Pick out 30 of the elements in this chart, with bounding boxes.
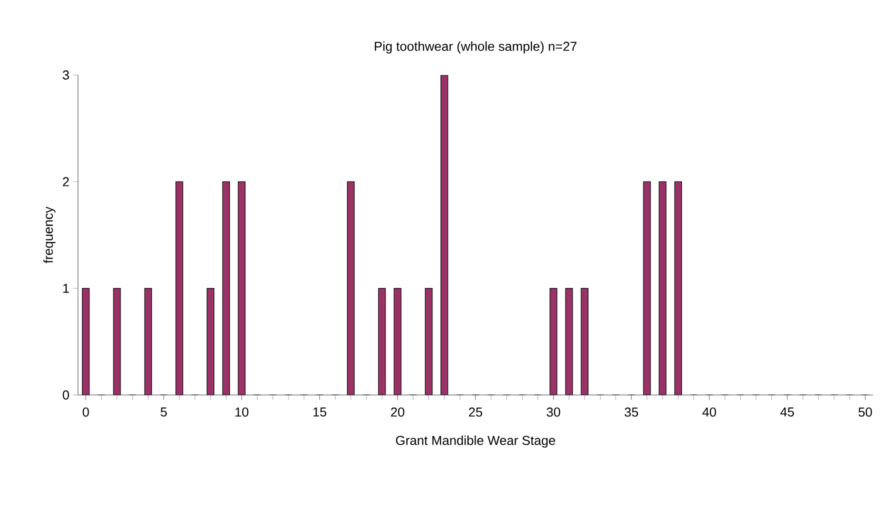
bar bbox=[238, 182, 246, 395]
x-tick-label: 15 bbox=[313, 408, 326, 417]
chart-title: Pig toothwear (whole sample) n=27 bbox=[374, 41, 576, 54]
bar bbox=[82, 288, 90, 395]
x-tick-label: 35 bbox=[624, 408, 638, 417]
bar bbox=[440, 74, 448, 395]
x-axis-title: Grant Mandible Wear Stage bbox=[396, 436, 556, 448]
x-tick-label: 0 bbox=[82, 408, 89, 417]
bar bbox=[674, 182, 682, 395]
x-tick-label: 30 bbox=[546, 408, 560, 417]
y-axis-title: frequency bbox=[43, 206, 56, 264]
x-tick-label: 20 bbox=[391, 408, 404, 417]
bar bbox=[581, 288, 588, 395]
y-tick-label: 0 bbox=[62, 390, 69, 400]
x-tick-label: 10 bbox=[235, 408, 248, 417]
x-tick-label: 45 bbox=[780, 408, 794, 417]
x-tick-label: 25 bbox=[468, 408, 482, 417]
bar bbox=[347, 182, 354, 395]
bar bbox=[425, 288, 432, 395]
bar bbox=[144, 288, 152, 395]
bar bbox=[659, 182, 666, 395]
x-tick-label: 40 bbox=[702, 408, 716, 417]
y-tick-label: 1 bbox=[63, 284, 69, 293]
bar bbox=[222, 182, 230, 395]
y-tick-label: 3 bbox=[62, 70, 69, 80]
bar bbox=[176, 182, 183, 395]
x-tick-label: 50 bbox=[858, 408, 872, 417]
bar bbox=[394, 288, 402, 395]
y-tick-label: 2 bbox=[62, 177, 69, 186]
x-tick-label: 5 bbox=[160, 408, 167, 417]
